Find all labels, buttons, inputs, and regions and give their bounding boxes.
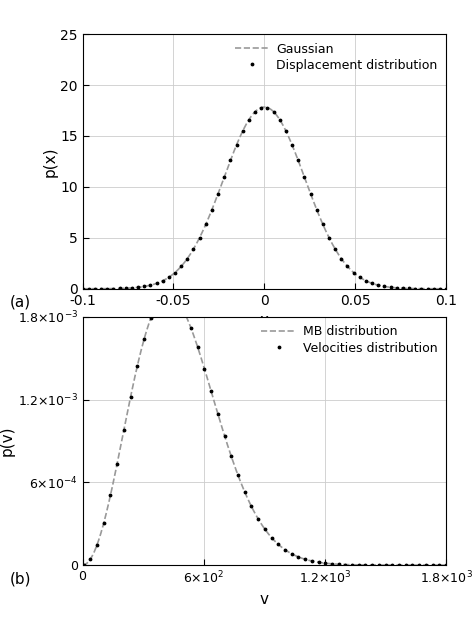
Line: Gaussian: Gaussian (83, 107, 446, 289)
Text: (a): (a) (9, 295, 31, 310)
Gaussian (80, 285, 85, 292)
Legend: MB distribution, Velocities distribution: MB distribution, Velocities distribution (259, 323, 440, 357)
MB distribution (255, 515, 261, 522)
Gaussian (261, 103, 267, 111)
Displacement distribution (314, 206, 320, 213)
Displacement distribution (203, 220, 209, 228)
Gaussian (297, 160, 303, 168)
Gaussian (435, 285, 441, 292)
Displacement distribution (142, 283, 147, 290)
Displacement distribution (197, 234, 202, 242)
Velocities distribution (168, 292, 174, 299)
Line: MB distribution: MB distribution (83, 295, 446, 565)
Velocities distribution (175, 297, 180, 305)
Displacement distribution (443, 285, 449, 292)
Displacement distribution (172, 269, 178, 276)
MB distribution (379, 561, 384, 569)
Y-axis label: p(x): p(x) (42, 146, 57, 177)
Line: Displacement distribution: Displacement distribution (80, 105, 448, 291)
Gaussian (379, 282, 384, 289)
MB distribution (80, 561, 85, 569)
Gaussian (254, 106, 260, 114)
MB distribution (297, 554, 303, 561)
Gaussian (443, 285, 449, 292)
Velocities distribution (81, 561, 86, 569)
Y-axis label: p(v): p(v) (0, 425, 15, 456)
MB distribution (435, 561, 441, 569)
Velocities distribution (437, 561, 442, 569)
Text: (b): (b) (9, 571, 31, 586)
MB distribution (443, 561, 449, 569)
Legend: Gaussian, Displacement distribution: Gaussian, Displacement distribution (232, 40, 440, 75)
MB distribution (166, 291, 171, 299)
Velocities distribution (443, 561, 449, 569)
Displacement distribution (258, 104, 264, 111)
Velocities distribution (121, 426, 126, 433)
Displacement distribution (185, 255, 190, 262)
MB distribution (253, 511, 259, 519)
X-axis label: x: x (260, 313, 269, 328)
Gaussian (253, 108, 258, 116)
X-axis label: v: v (260, 592, 269, 607)
Velocities distribution (222, 432, 228, 440)
Displacement distribution (80, 285, 85, 292)
Velocities distribution (410, 561, 415, 569)
Velocities distribution (148, 315, 153, 322)
Gaussian (277, 116, 283, 124)
MB distribution (277, 542, 283, 550)
Line: Velocities distribution: Velocities distribution (81, 293, 448, 568)
